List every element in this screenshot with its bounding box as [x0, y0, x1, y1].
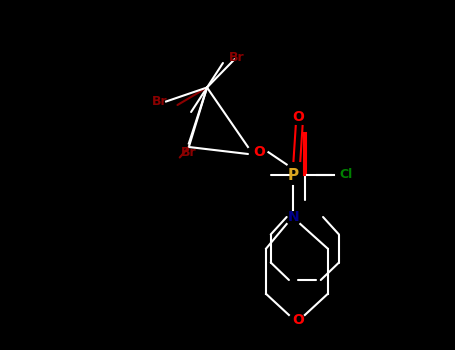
Text: O: O — [292, 313, 304, 327]
Text: N: N — [288, 210, 299, 224]
Text: O: O — [292, 110, 304, 124]
Text: Cl: Cl — [339, 168, 353, 182]
Text: P: P — [288, 168, 299, 182]
Text: Br: Br — [152, 95, 167, 108]
Text: Br: Br — [181, 146, 197, 159]
Text: Br: Br — [229, 51, 244, 64]
Text: O: O — [253, 145, 265, 159]
